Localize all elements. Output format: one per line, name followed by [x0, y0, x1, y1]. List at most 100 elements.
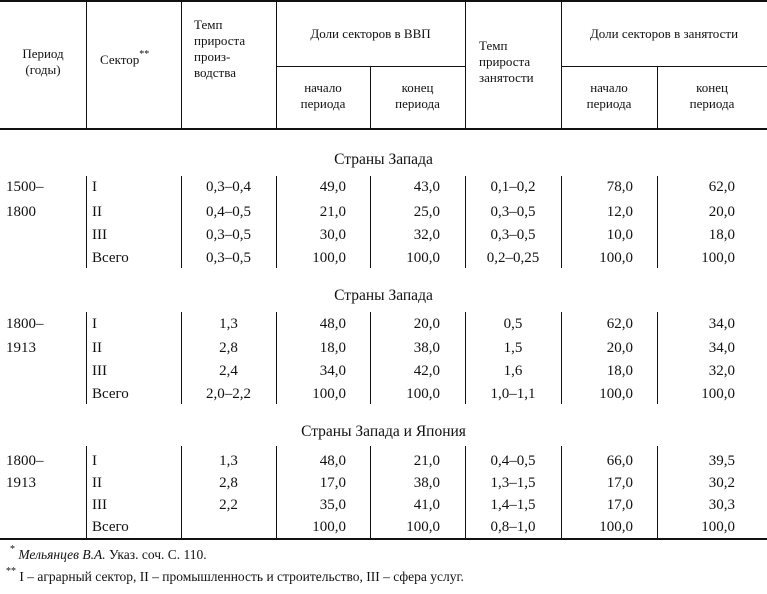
header-col-divider — [657, 66, 658, 129]
header-sector: Сектор** — [100, 48, 150, 68]
cell-employment-growth: 1,5 — [503, 340, 523, 356]
cell-employment-growth: 0,3–0,5 — [490, 204, 536, 220]
cell-employment-growth: 0,3–0,5 — [490, 227, 536, 243]
cell-gdp-start: 17,0 — [319, 475, 346, 491]
header-emp-end: конец периода — [657, 80, 767, 112]
body-col-divider — [276, 312, 277, 404]
cell-sector: II — [92, 475, 102, 491]
body-col-divider — [181, 312, 182, 404]
cell-gdp-start: 21,0 — [319, 204, 346, 220]
cell-productivity: 0,3–0,4 — [206, 179, 251, 195]
body-col-divider — [181, 446, 182, 538]
cell-gdp-end: 100,0 — [406, 250, 440, 266]
cell-emp-end: 34,0 — [708, 316, 735, 332]
cell-gdp-start: 100,0 — [312, 519, 346, 535]
cell-emp-start: 66,0 — [606, 453, 633, 469]
period-start: 1800– — [6, 453, 44, 469]
cell-gdp-start: 100,0 — [312, 250, 346, 266]
cell-sector: II — [92, 340, 102, 356]
header-period: Период (годы) — [22, 46, 64, 77]
cell-emp-start: 20,0 — [606, 340, 633, 356]
header-productivity-growth: Темп прироста произ- водства — [194, 17, 245, 81]
body-col-divider — [561, 446, 562, 538]
cell-gdp-start: 49,0 — [319, 179, 346, 195]
header-line: начало — [304, 80, 342, 95]
cell-gdp-end: 42,0 — [413, 363, 440, 379]
section-title: Страны Запада — [334, 151, 433, 168]
cell-sector: I — [92, 316, 97, 332]
header-gdp-shares: Доли секторов в ВВП — [310, 26, 431, 41]
cell-sector: II — [92, 204, 102, 220]
cell-sector: Всего — [92, 519, 129, 535]
header-gdp-end: конец периода — [370, 80, 465, 112]
cell-gdp-end: 32,0 — [413, 227, 440, 243]
body-col-divider — [181, 176, 182, 268]
header-col-divider — [86, 0, 87, 129]
cell-gdp-end: 41,0 — [413, 497, 440, 513]
body-col-divider — [370, 176, 371, 268]
cell-sector: III — [92, 227, 107, 243]
cell-productivity: 2,8 — [219, 340, 238, 356]
header-line: прироста — [479, 54, 531, 69]
cell-productivity: 1,3 — [219, 316, 238, 332]
cell-emp-end: 30,2 — [708, 475, 735, 491]
cell-productivity: 2,0–2,2 — [206, 386, 251, 402]
body-col-divider — [465, 176, 466, 268]
cell-productivity: 0,4–0,5 — [206, 204, 251, 220]
employment-header-subrule — [561, 66, 767, 67]
header-sector-mark: ** — [139, 48, 150, 60]
cell-employment-growth: 0,4–0,5 — [490, 453, 536, 469]
header-line: периода — [395, 96, 440, 111]
footnote-text: I – аграрный сектор, II – промышленность… — [16, 569, 464, 584]
cell-employment-growth: 1,4–1,5 — [490, 497, 536, 513]
header-line: занятости — [479, 70, 534, 85]
section-title: Страны Запада — [334, 287, 433, 304]
body-col-divider — [657, 312, 658, 404]
cell-sector: III — [92, 497, 107, 513]
cell-gdp-end: 100,0 — [406, 519, 440, 535]
cell-emp-end: 18,0 — [708, 227, 735, 243]
header-line: прироста — [194, 33, 246, 48]
header-line: начало — [590, 80, 628, 95]
body-col-divider — [86, 446, 87, 538]
footnote-mark: * — [10, 543, 15, 555]
header-col-divider — [181, 0, 182, 129]
header-line: конец — [696, 80, 728, 95]
cell-gdp-end: 43,0 — [413, 179, 440, 195]
footnote-2: ** I – аграрный сектор, II – промышленно… — [6, 566, 464, 586]
cell-employment-growth: 0,8–1,0 — [490, 519, 536, 535]
cell-emp-start: 100,0 — [599, 386, 633, 402]
header-line: периода — [586, 96, 632, 111]
cell-emp-end: 100,0 — [701, 519, 735, 535]
cell-emp-end: 20,0 — [708, 204, 735, 220]
cell-emp-start: 17,0 — [606, 497, 633, 513]
body-col-divider — [561, 312, 562, 404]
cell-emp-start: 17,0 — [606, 475, 633, 491]
cell-employment-growth: 1,6 — [503, 363, 523, 379]
cell-sector: Всего — [92, 386, 129, 402]
body-col-divider — [370, 446, 371, 538]
cell-gdp-end: 38,0 — [413, 475, 440, 491]
header-employment-shares: Доли секторов в занятости — [589, 26, 739, 41]
header-emp-start: начало периода — [561, 80, 657, 112]
body-col-divider — [561, 176, 562, 268]
cell-gdp-start: 48,0 — [319, 316, 346, 332]
footnote-author: Мельянцев В.А. — [18, 547, 106, 562]
cell-gdp-start: 30,0 — [319, 227, 346, 243]
cell-emp-start: 78,0 — [606, 179, 633, 195]
cell-emp-end: 62,0 — [708, 179, 735, 195]
header-col-divider — [561, 0, 562, 129]
cell-gdp-start: 35,0 — [319, 497, 346, 513]
cell-productivity: 2,2 — [219, 497, 238, 513]
body-col-divider — [370, 312, 371, 404]
cell-sector: I — [92, 179, 97, 195]
period-end: 1913 — [6, 475, 36, 491]
header-line: Темп — [479, 38, 508, 53]
header-gdp-start: начало периода — [276, 80, 370, 112]
period-start: 1800– — [6, 316, 44, 332]
cell-sector: I — [92, 453, 97, 469]
cell-emp-end: 100,0 — [701, 250, 735, 266]
cell-sector: III — [92, 363, 107, 379]
header-line: водства — [194, 65, 236, 80]
